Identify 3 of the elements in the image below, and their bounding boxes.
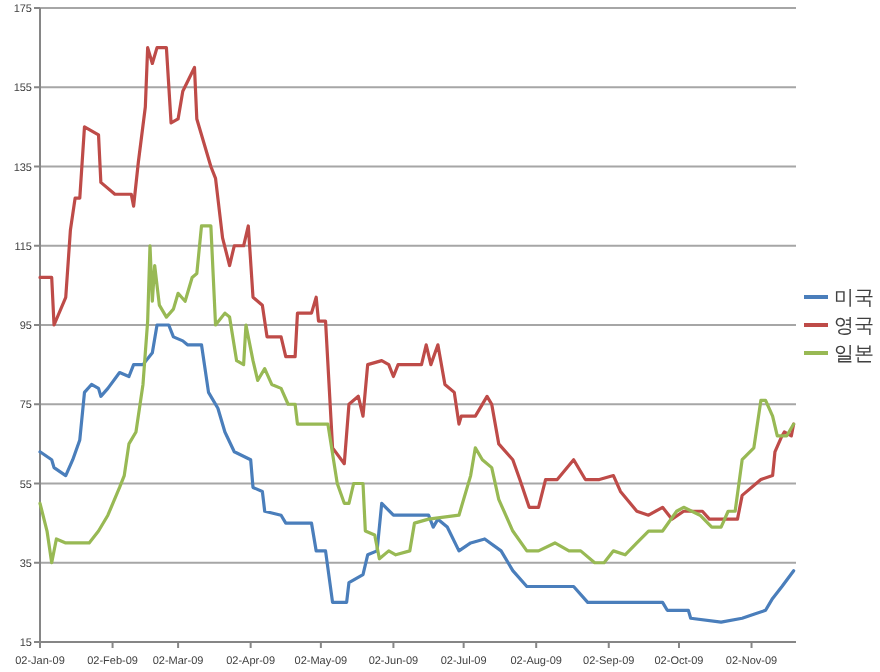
legend-label: 일본 <box>834 344 874 366</box>
legend-label: 영국 <box>834 316 874 338</box>
legend-label: 미국 <box>834 288 874 310</box>
